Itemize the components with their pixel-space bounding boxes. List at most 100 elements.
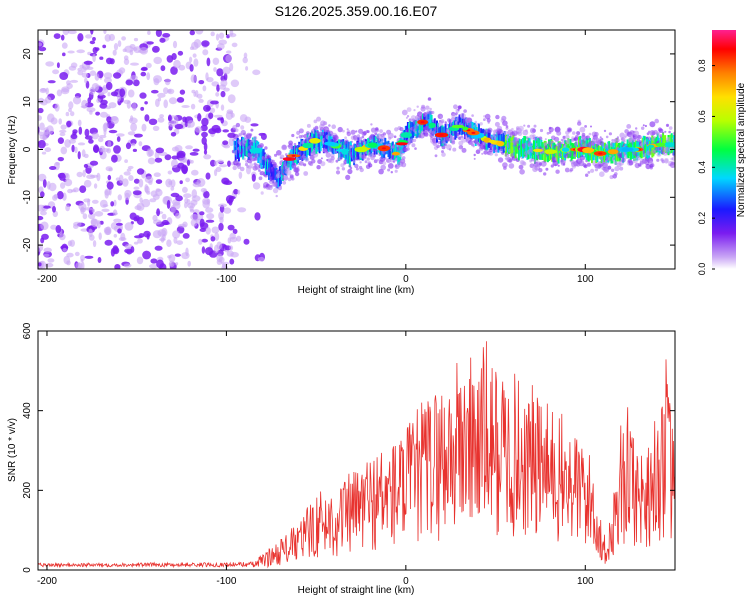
ridge-halo [616,136,620,139]
noise-dot [157,97,162,102]
noise-dot [181,105,190,108]
ridge-halo [320,161,326,167]
ridge-halo [565,134,570,140]
noise-dot [72,96,82,105]
ridge-segment [355,145,358,160]
ridge-halo [647,136,652,141]
noise-dot [144,114,150,122]
noise-dot [170,132,177,137]
ridge-segment [496,132,499,149]
ridge-halo [316,130,319,133]
ridge-halo [488,150,494,156]
noise-dot [59,72,69,80]
ridge-halo [532,134,536,138]
ridge-halo [614,172,618,176]
ridge-halo [344,139,349,144]
ridge-halo [529,163,535,168]
ridge-segment [647,137,649,160]
colorbar-tick-label: 0.6 [697,110,707,123]
noise-dot [93,183,98,189]
noise-dot [220,117,224,124]
noise-dot [60,146,68,155]
noise-dot [218,39,227,45]
ridge-peak [354,146,368,153]
spectrogram-ytick-label: 10 [22,96,33,108]
ridge-segment [415,121,418,138]
ridge-halo [401,109,408,116]
noise-dot [116,136,121,142]
ridge-halo [235,122,241,128]
noise-dot [133,133,143,138]
ridge-segment [391,141,394,160]
noise-dot [104,34,112,42]
ridge-peak-core [381,147,386,150]
noise-dot [128,117,138,124]
ridge-halo [339,139,343,142]
spectrogram-plot-area [38,30,675,269]
ridge-segment [648,139,651,159]
noise-dot [164,154,172,161]
noise-dot [88,212,96,220]
ridge-halo [671,156,675,161]
ridge-halo [382,132,386,136]
spectrogram-xtick-label: -100 [216,274,236,285]
noise-dot [71,144,75,153]
noise-dot [79,64,84,69]
noise-dot [134,205,142,211]
ridge-halo [381,158,386,162]
ridge-segment [352,147,354,160]
noise-dot [192,148,200,152]
ridge-halo [471,114,474,117]
snr-ytick-label: 200 [22,482,33,499]
noise-dot [155,188,161,192]
noise-dot [145,62,152,69]
ridge-halo [576,131,581,136]
noise-dot [163,87,169,95]
ridge-halo [503,131,509,136]
noise-dot [88,139,94,144]
noise-dot [205,219,215,223]
ridge-halo [264,146,268,150]
ridge-segment [628,138,631,156]
ridge-halo [298,128,304,134]
noise-dot [181,252,190,260]
noise-dot [172,230,181,239]
noise-dot [135,215,140,222]
noise-dot [77,33,84,42]
noise-dot [125,79,134,86]
noise-dot [112,49,117,56]
noise-dot [146,41,154,45]
noise-dot [95,111,100,116]
ridge-halo [406,115,410,118]
ridge-halo [325,152,331,158]
ridge-segment [504,135,507,157]
ridge-segment [450,122,452,143]
noise-dot [233,188,239,195]
noise-dot [38,204,46,212]
snr-xtick-label: -200 [37,576,57,587]
ridge-segment [503,131,506,153]
spectrogram-xtick-label: 0 [403,274,409,285]
ridge-segment [489,137,492,150]
noise-dot [79,185,87,193]
ridge-halo [564,167,570,173]
noise-dot [90,174,99,178]
ridge-segment [389,145,392,160]
noise-dot [114,264,121,269]
noise-dot [175,212,181,219]
ridge-halo [347,168,353,175]
noise-dot [38,46,47,52]
ridge-halo [281,173,285,176]
ridge-halo [313,119,318,124]
noise-dot [159,114,165,118]
noise-dot [198,98,204,103]
colorbar-tick-label: 0.4 [697,161,707,174]
noise-dot [168,97,178,105]
ridge-segment [388,143,391,159]
ridge-halo [532,128,536,133]
ridge-halo [304,157,310,162]
noise-dot [43,205,51,209]
ridge-halo [440,119,445,123]
noise-dot [182,233,190,239]
ridge-halo [518,125,524,132]
